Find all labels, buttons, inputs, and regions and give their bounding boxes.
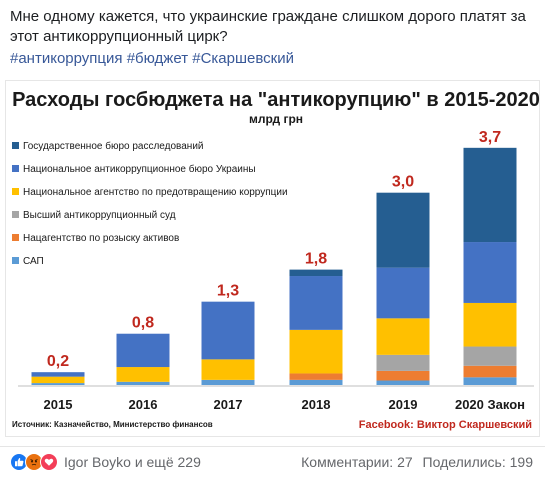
bar-segment-2016-0 — [116, 381, 170, 385]
legend-swatch-4 — [12, 234, 19, 241]
legend-label-4: Нацагентство по розыску активов — [23, 233, 179, 244]
total-label-2017: 1,3 — [217, 283, 239, 300]
bar-segment-2020-закон-2 — [463, 346, 517, 366]
x-tick-label-2016: 2016 — [129, 397, 158, 412]
bar-segment-2015-3 — [31, 376, 85, 384]
legend-swatch-0 — [12, 142, 19, 149]
legend-label-3: Высший антикоррупционный суд — [23, 210, 176, 221]
total-label-2015: 0,2 — [47, 353, 69, 370]
love-icon — [40, 453, 58, 471]
total-label-2020-закон: 3,7 — [479, 129, 501, 146]
bar-segment-2020-закон-1 — [463, 365, 517, 378]
bar-segment-2018-0 — [289, 379, 343, 385]
bar-segment-2019-5 — [376, 192, 430, 268]
bar-segment-2015-0 — [31, 383, 85, 385]
bar-segment-2015-4 — [31, 372, 85, 377]
bar-segment-2018-4 — [289, 276, 343, 330]
bar-segment-2016-3 — [116, 367, 170, 382]
shares-count[interactable]: Поделились: 199 — [422, 454, 533, 470]
hashtag-budget[interactable]: #бюджет — [126, 50, 189, 67]
bar-segment-2020-закон-4 — [463, 242, 517, 303]
bar-segment-2017-3 — [201, 359, 255, 380]
legend-label-0: Государственное бюро расследований — [23, 140, 204, 152]
x-tick-labels: 2015 2016 2017 2018 2019 2020 Закон — [44, 397, 525, 412]
x-tick-label-2015: 2015 — [44, 397, 73, 412]
bar-segment-2017-0 — [201, 379, 255, 385]
x-tick-label-2020-закон: 2020 Закон — [455, 397, 525, 412]
bar-segment-2019-0 — [376, 380, 430, 385]
bar-segment-2016-4 — [116, 333, 170, 368]
total-label-2016: 0,8 — [132, 315, 154, 332]
hashtags: #антикоррупция #бюджет #Скаршевский — [10, 49, 294, 69]
legend-swatch-2 — [12, 188, 19, 195]
total-label-2018: 1,8 — [305, 251, 327, 268]
chart-title: Расходы госбюджета на "антикорупцию" в 2… — [12, 89, 540, 111]
bar-segment-2019-3 — [376, 318, 430, 355]
bar-segment-2020-закон-3 — [463, 302, 517, 347]
bar-segment-2017-4 — [201, 301, 255, 360]
hashtag-anticorruption[interactable]: #антикоррупция — [10, 50, 123, 67]
bar-segment-2020-закон-5 — [463, 147, 517, 243]
post-text: Мне одному кажется, что украинские гражд… — [10, 8, 526, 45]
legend-label-5: САП — [23, 256, 44, 267]
chart-subtitle: млрд грн — [249, 112, 303, 126]
bar-segment-2020-закон-0 — [463, 377, 517, 385]
stacked-bar-chart: Расходы госбюджета на "антикорупцию" в 2… — [12, 89, 540, 431]
legend-swatch-1 — [12, 165, 19, 172]
bar-segment-2019-1 — [376, 370, 430, 381]
hashtag-skarshevsky[interactable]: #Скаршевский — [192, 50, 294, 67]
legend-label-2: Национальное агентство по предотвращению… — [23, 187, 288, 198]
total-label-2019: 3,0 — [392, 174, 414, 191]
bar-segment-2019-2 — [376, 354, 430, 371]
x-tick-label-2018: 2018 — [302, 397, 331, 412]
chart-credit: Facebook: Виктор Скаршевский — [359, 419, 532, 431]
legend: Государственное бюро расследований Национ… — [12, 140, 288, 267]
bar-segment-2019-4 — [376, 267, 430, 319]
bars-group: 0,2 0,8 1,3 1,8 3,0 3,7 — [31, 129, 517, 385]
chart-image[interactable]: Расходы госбюджета на "антикорупцию" в 2… — [5, 80, 540, 437]
legend-swatch-3 — [12, 211, 19, 218]
post-footer: Igor Boyko и ещё 229 Комментарии: 27 Под… — [0, 446, 545, 477]
reaction-names[interactable]: Igor Boyko и ещё 229 — [64, 454, 201, 470]
x-tick-label-2017: 2017 — [214, 397, 243, 412]
engagement-counts: Комментарии: 27 Поделились: 199 — [295, 453, 533, 471]
legend-label-1: Национальное антикоррупционное бюро Укра… — [23, 163, 256, 175]
chart-source: Источник: Казначейство, Министерство фин… — [12, 420, 213, 429]
bar-segment-2018-3 — [289, 329, 343, 374]
bar-segment-2018-5 — [289, 269, 343, 277]
bar-segment-2018-1 — [289, 373, 343, 380]
legend-swatch-5 — [12, 257, 19, 264]
reactions-bar[interactable]: Igor Boyko и ещё 229 — [10, 453, 201, 471]
x-tick-label-2019: 2019 — [389, 397, 418, 412]
comments-count[interactable]: Комментарии: 27 — [301, 454, 413, 470]
